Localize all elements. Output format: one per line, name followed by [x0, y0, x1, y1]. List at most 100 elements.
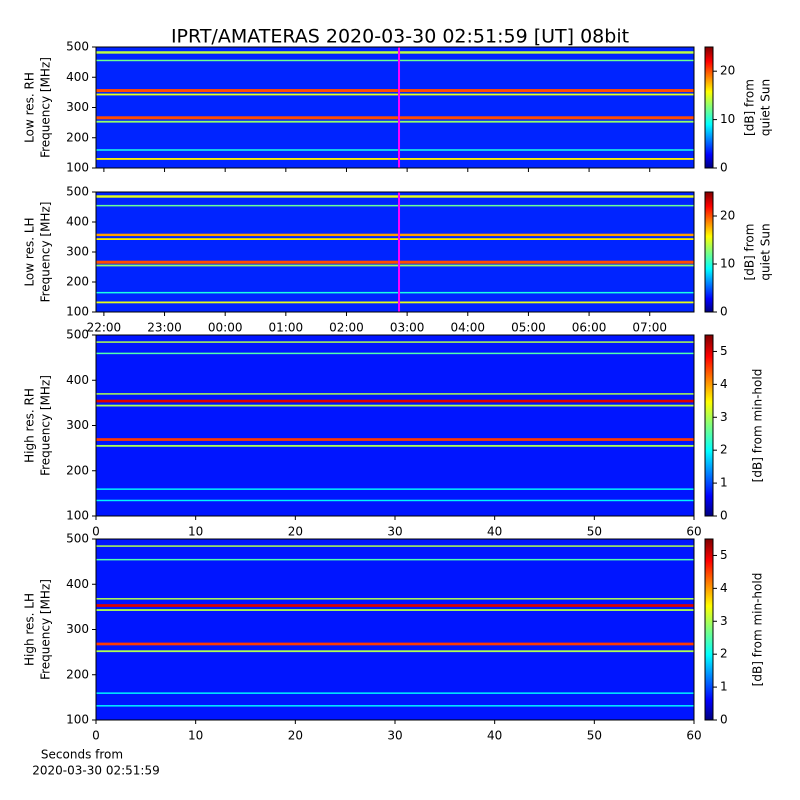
- x-tick-label: 07:00: [632, 321, 667, 335]
- colorbar-label: quiet Sun: [759, 223, 773, 280]
- colorbar-tick-label: 20: [720, 64, 735, 78]
- y-axis-label: Low res. RH: [23, 72, 37, 143]
- x-tick-label: 40: [487, 729, 502, 743]
- spectral-band: [96, 93, 694, 96]
- x-tick-label: 05:00: [511, 321, 546, 335]
- spectral-band: [96, 438, 694, 441]
- x-tick-label: 20: [288, 525, 303, 539]
- spectral-band: [96, 545, 694, 547]
- spectral-band: [96, 301, 694, 304]
- y-tick-label: 300: [66, 245, 89, 259]
- x-tick-label: 60: [686, 525, 701, 539]
- y-axis-label: Frequency [MHz]: [39, 375, 53, 476]
- colorbar: [704, 538, 714, 721]
- colorbar-tick-label: 3: [720, 614, 728, 628]
- y-tick-label: 500: [66, 532, 89, 546]
- spectral-band: [96, 393, 694, 395]
- x-tick-label: 30: [387, 525, 402, 539]
- spectral-band: [96, 705, 694, 707]
- y-tick-label: 400: [66, 215, 89, 229]
- spectral-band: [96, 341, 694, 343]
- spectral-band: [96, 604, 694, 607]
- spectral-band: [96, 598, 694, 600]
- y-tick-label: 500: [66, 328, 89, 342]
- x-tick-label: 01:00: [269, 321, 304, 335]
- colorbar: [704, 334, 714, 517]
- colorbar-tick-label: 4: [720, 581, 728, 595]
- x-tick-label: 20: [288, 729, 303, 743]
- x-tick-label: 0: [92, 729, 100, 743]
- x-tick-label: 22:00: [87, 321, 122, 335]
- y-tick-label: 100: [66, 713, 89, 727]
- x-tick-label: 10: [188, 525, 203, 539]
- colorbar-tick-label: 5: [720, 344, 728, 358]
- x-tick-label: 30: [387, 729, 402, 743]
- x-tick-label: 10: [188, 729, 203, 743]
- x-tick-label: 03:00: [390, 321, 425, 335]
- spectral-band: [96, 404, 694, 407]
- spectral-band: [96, 158, 694, 160]
- colorbar-tick-label: 0: [720, 305, 728, 319]
- heatmap-background: [96, 192, 694, 312]
- x-tick-label: 40: [487, 525, 502, 539]
- colorbar-tick-label: 1: [720, 476, 728, 490]
- spectral-band: [96, 149, 694, 151]
- spectral-band: [96, 499, 694, 502]
- colorbar-tick-label: 0: [720, 713, 728, 727]
- spectral-band: [96, 558, 694, 561]
- y-tick-label: 400: [66, 70, 89, 84]
- x-tick-label: 50: [587, 525, 602, 539]
- y-tick-label: 100: [66, 509, 89, 523]
- colorbar: [704, 191, 714, 313]
- spectral-band: [96, 116, 694, 120]
- colorbar-label: [dB] from min-hold: [751, 573, 765, 687]
- x-axis-label: 2020-03-30 02:51:59: [32, 764, 159, 778]
- colorbar-tick-label: 3: [720, 410, 728, 424]
- colorbar-label: [dB] from: [743, 224, 757, 281]
- spectral-band: [96, 352, 694, 355]
- x-tick-label: 0: [92, 525, 100, 539]
- spectral-band: [96, 120, 694, 123]
- spectral-band: [96, 89, 694, 93]
- chart-title: IPRT/AMATERAS 2020-03-30 02:51:59 [UT] 0…: [171, 26, 629, 48]
- colorbar-label: quiet Sun: [759, 79, 773, 136]
- colorbar-label: [dB] from min-hold: [751, 369, 765, 483]
- spectral-band: [96, 264, 694, 267]
- colorbar-tick-label: 20: [720, 209, 735, 223]
- spectral-band: [96, 51, 694, 54]
- spectral-band: [96, 692, 694, 694]
- heatmap-background: [96, 47, 694, 168]
- spectral-band: [96, 609, 694, 611]
- heatmap-background: [96, 335, 694, 516]
- colorbar-tick-label: 1: [720, 680, 728, 694]
- spectral-band: [96, 444, 694, 447]
- colorbar-tick-label: 4: [720, 377, 728, 391]
- spectral-band: [96, 399, 694, 403]
- y-tick-label: 300: [66, 418, 89, 432]
- y-tick-label: 500: [66, 40, 89, 54]
- spectral-band: [96, 204, 694, 207]
- y-tick-label: 400: [66, 577, 89, 591]
- x-tick-label: 50: [587, 729, 602, 743]
- y-tick-label: 300: [66, 622, 89, 636]
- x-tick-label: 02:00: [329, 321, 364, 335]
- x-tick-label: 00:00: [208, 321, 243, 335]
- spectral-band: [96, 233, 694, 237]
- y-tick-label: 500: [66, 185, 89, 199]
- spectral-band: [96, 238, 694, 240]
- y-tick-label: 200: [66, 130, 89, 144]
- x-tick-label: 04:00: [450, 321, 485, 335]
- y-tick-label: 100: [66, 161, 89, 175]
- spectral-band: [96, 488, 694, 490]
- y-axis-label: Frequency [MHz]: [39, 202, 53, 303]
- x-tick-label: 60: [686, 729, 701, 743]
- spectral-band: [96, 642, 694, 646]
- y-axis-label: Low res. LH: [23, 217, 37, 286]
- spectral-band: [96, 260, 694, 264]
- y-axis-label: High res. LH: [23, 593, 37, 666]
- colorbar-tick-label: 0: [720, 509, 728, 523]
- y-axis-label: High res. RH: [23, 388, 37, 463]
- spectral-band: [96, 291, 694, 294]
- spectral-band: [96, 650, 694, 653]
